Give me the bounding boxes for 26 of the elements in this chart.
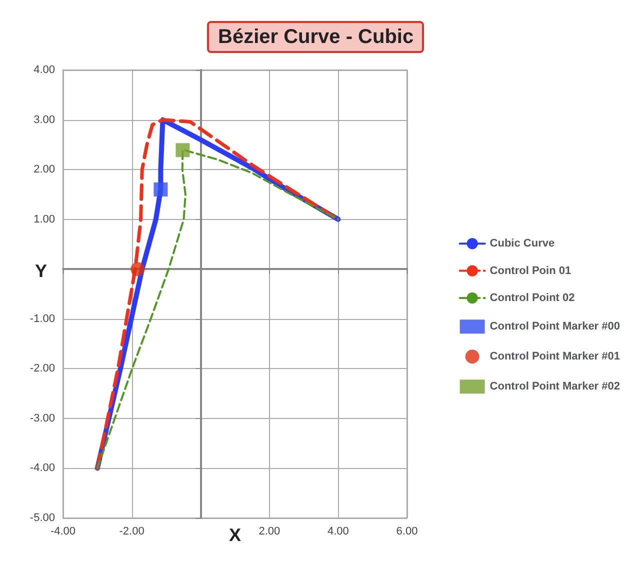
legend-label: Control Point Marker #00: [490, 320, 620, 333]
legend-label: Cubic Curve: [490, 238, 555, 250]
x-axis-title: X: [228, 525, 242, 545]
x-tick-label: 6.00: [396, 526, 418, 538]
legend-label: Control Poin 01: [490, 264, 572, 277]
x-tick-label: -2.00: [119, 526, 144, 538]
y-tick-label: 3.00: [34, 114, 55, 126]
legend-label: Control Point Marker #02: [490, 380, 620, 393]
y-tick-label: 4.00: [34, 64, 55, 76]
y-tick-label: 2.00: [34, 164, 55, 176]
y-axis-title: Y: [34, 261, 48, 282]
point: [130, 262, 145, 276]
x-tick-label: 2.00: [258, 526, 280, 538]
point: [176, 143, 190, 158]
y-tick-label: -2.00: [30, 362, 55, 375]
y-tick-label: -1.00: [30, 312, 55, 325]
legend-label: Control Point 02: [490, 292, 575, 304]
y-tick-label: -5.00: [30, 512, 55, 524]
y-tick-label: -4.00: [30, 462, 55, 474]
y-tick-label: 1.00: [34, 213, 55, 226]
chart-title: Bézier Curve - Cubic: [218, 26, 414, 48]
x-tick-label: 4.00: [327, 526, 349, 538]
y-tick-label: -3.00: [30, 412, 55, 424]
x-tick-label: -4.00: [50, 526, 76, 538]
point: [154, 182, 168, 196]
legend-label: Control Point Marker #01: [490, 350, 620, 363]
